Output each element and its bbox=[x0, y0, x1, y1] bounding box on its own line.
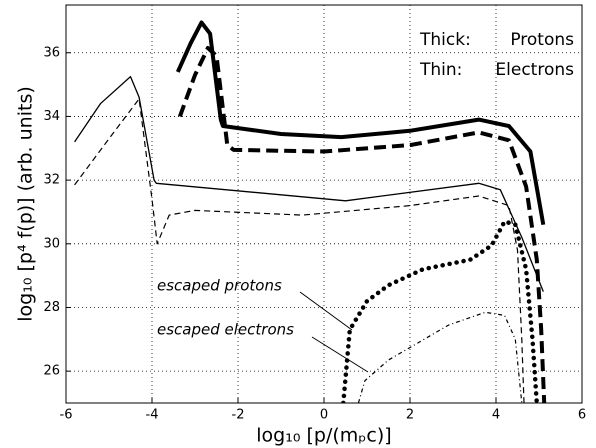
series-line bbox=[341, 219, 540, 403]
y-tick-label: 32 bbox=[43, 173, 60, 188]
annotation: escaped protons bbox=[157, 277, 282, 295]
y-tick-label: 36 bbox=[43, 45, 60, 60]
x-tick-label: -6 bbox=[60, 408, 73, 423]
x-tick-label: -4 bbox=[146, 408, 159, 423]
ticks: -6 -4 -2 0 2 4 6 26 28 30 32 34 36 bbox=[43, 45, 586, 422]
y-tick-label: 30 bbox=[43, 236, 60, 251]
x-tick-label: 2 bbox=[406, 408, 414, 423]
annotation: escaped electrons bbox=[157, 321, 294, 339]
y-tick-label: 34 bbox=[43, 109, 60, 124]
annotation: Thin: bbox=[419, 60, 462, 80]
x-tick-label: 4 bbox=[492, 408, 500, 423]
x-tick-label: 6 bbox=[578, 408, 586, 423]
annotation-pointer bbox=[311, 336, 369, 373]
x-tick-label: -2 bbox=[232, 408, 245, 423]
annotation-pointer bbox=[299, 291, 353, 331]
y-tick-label: 28 bbox=[43, 300, 60, 315]
annotation: Protons bbox=[510, 30, 574, 50]
lines bbox=[74, 20, 547, 403]
series-line bbox=[357, 311, 523, 403]
y-axis-label: log₁₀ [p⁴ f(p)] (arb. units) bbox=[15, 86, 37, 322]
series-line bbox=[74, 98, 525, 403]
x-tick-label: 0 bbox=[320, 408, 328, 423]
annotation: Thick: bbox=[419, 30, 471, 50]
series-line bbox=[175, 20, 546, 226]
series-line bbox=[178, 46, 547, 403]
annotation: Electrons bbox=[495, 60, 574, 80]
x-axis-label: log₁₀ [p/(mₚc)] bbox=[256, 425, 391, 447]
y-tick-label: 26 bbox=[43, 364, 60, 379]
series-line bbox=[74, 75, 544, 292]
